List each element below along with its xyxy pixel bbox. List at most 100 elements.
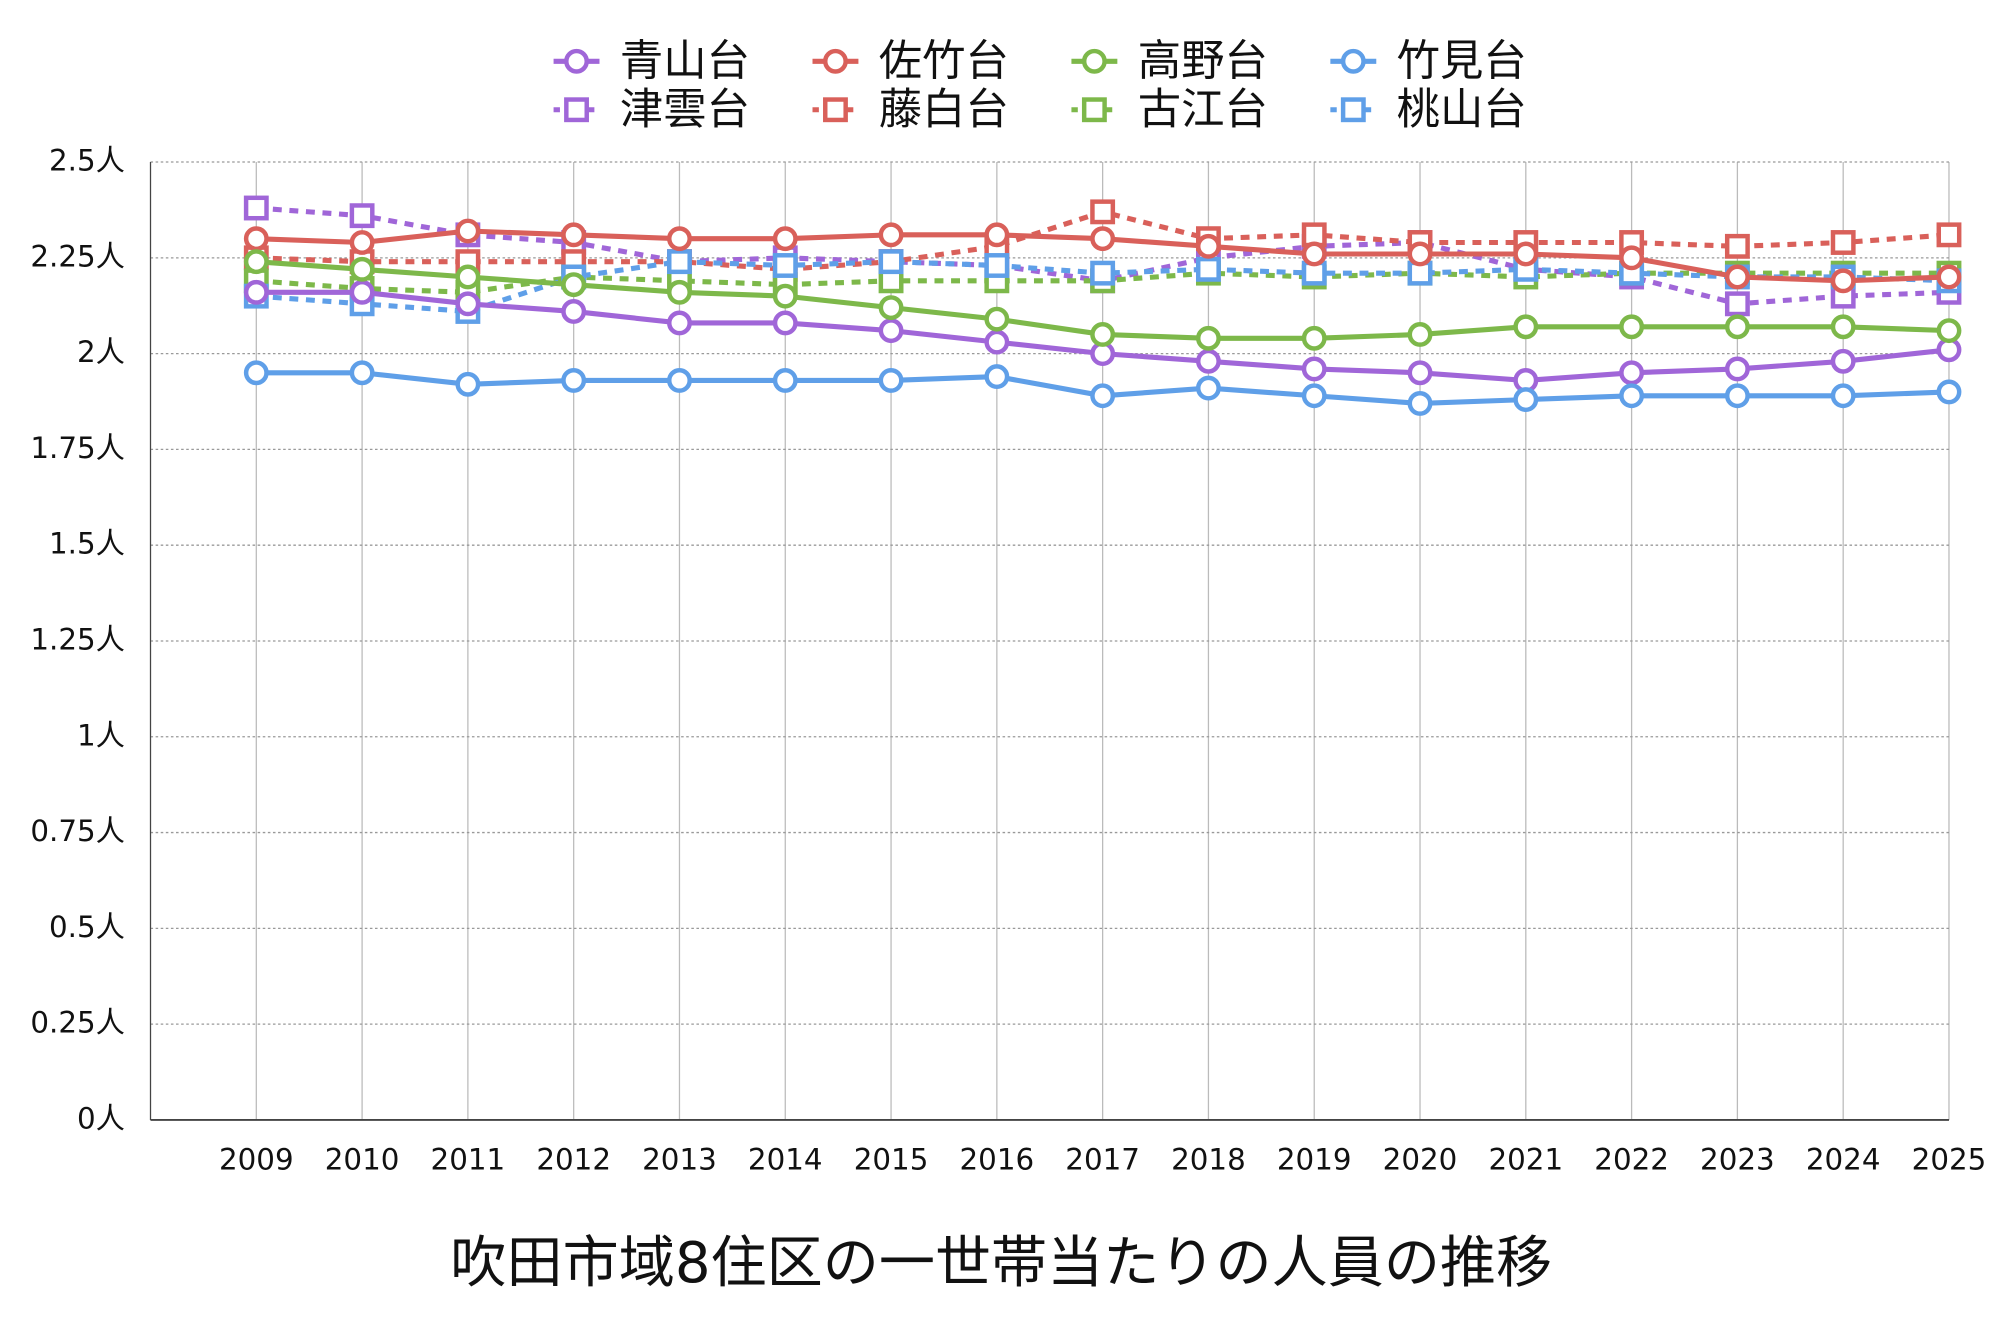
data-point: [561, 368, 587, 393]
data-point: [1619, 360, 1645, 386]
data-point: [349, 256, 375, 282]
data-point: [772, 368, 798, 393]
data-point: [984, 329, 1010, 355]
legend-label: 竹見台: [1397, 36, 1527, 86]
data-point: [455, 218, 481, 244]
data-point: [1195, 256, 1221, 282]
data-point: [243, 360, 269, 386]
legend-marker: [564, 97, 589, 123]
data-point: [1301, 356, 1327, 382]
data-point: [667, 310, 692, 336]
data-point: [1513, 314, 1539, 340]
data-point: [1090, 322, 1116, 347]
data-point: [1830, 383, 1856, 409]
data-point: [1936, 379, 1962, 405]
data-point: [1090, 260, 1116, 286]
legend-marker: [823, 97, 848, 123]
data-point: [243, 249, 269, 275]
data-point: [1301, 241, 1327, 267]
data-point: [455, 264, 481, 290]
y-tick-label: 1人: [77, 718, 125, 752]
data-point: [1936, 318, 1962, 344]
data-point: [349, 360, 375, 386]
data-point: [243, 226, 269, 252]
data-point: [878, 295, 904, 321]
legend-label: 古江台: [1138, 85, 1268, 135]
data-point: [984, 306, 1010, 332]
legend-label: 高野台: [1138, 36, 1268, 86]
legend-label: 佐竹台: [879, 36, 1009, 86]
chart-title: 吹田市域8住区の一世帯当たりの人員の推移: [450, 1231, 1552, 1296]
data-point: [1619, 245, 1645, 271]
data-point: [1407, 390, 1433, 416]
data-point: [1301, 383, 1327, 409]
y-tick-label: 2.25人: [30, 239, 125, 273]
data-point: [349, 230, 375, 255]
legend-label: 桃山台: [1397, 85, 1527, 135]
data-point: [1195, 325, 1221, 351]
data-point: [984, 222, 1010, 248]
data-point: [243, 279, 269, 305]
data-point: [878, 249, 904, 275]
data-point: [243, 195, 269, 221]
data-point: [349, 203, 375, 229]
data-point: [667, 249, 692, 275]
x-tick-label: 2014: [748, 1142, 823, 1176]
data-point: [1936, 222, 1962, 248]
data-point: [1407, 322, 1433, 347]
y-tick-label: 1.5人: [49, 527, 125, 561]
data-point: [1195, 375, 1221, 401]
data-point: [878, 368, 904, 393]
data-point: [561, 299, 587, 324]
legend-marker: [564, 48, 589, 74]
legend-marker: [1340, 48, 1366, 74]
x-tick-label: 2023: [1700, 1142, 1775, 1176]
data-point: [1619, 314, 1645, 340]
x-tick-label: 2012: [536, 1142, 611, 1176]
data-point: [878, 222, 904, 248]
data-point: [1830, 314, 1856, 340]
x-tick-label: 2020: [1383, 1142, 1458, 1176]
x-tick-label: 2015: [854, 1142, 929, 1176]
y-tick-label: 1.25人: [30, 622, 125, 656]
data-point: [349, 279, 375, 305]
data-point: [1936, 264, 1962, 290]
legend-marker: [823, 48, 848, 74]
x-tick-label: 2011: [431, 1142, 506, 1176]
data-point: [1090, 226, 1116, 252]
data-point: [1513, 241, 1539, 267]
data-point: [1407, 241, 1433, 267]
x-tick-label: 2022: [1594, 1142, 1669, 1176]
data-point: [1830, 230, 1856, 255]
x-tick-label: 2009: [219, 1142, 294, 1176]
data-point: [772, 283, 798, 309]
x-tick-label: 2017: [1065, 1142, 1140, 1176]
data-point: [667, 279, 692, 305]
y-tick-label: 0.5人: [49, 910, 125, 944]
data-point: [1513, 387, 1539, 413]
x-tick-label: 2018: [1171, 1142, 1246, 1176]
data-point: [772, 226, 798, 252]
legend-marker: [1081, 48, 1107, 74]
data-point: [984, 253, 1010, 278]
data-point: [1195, 233, 1221, 259]
data-point: [561, 222, 587, 248]
data-point: [1195, 348, 1221, 374]
data-point: [1724, 233, 1750, 259]
data-point: [667, 226, 692, 252]
legend-label: 津雲台: [620, 85, 750, 135]
y-tick-label: 1.75人: [30, 431, 125, 465]
data-point: [1407, 360, 1433, 386]
y-tick-label: 0.75人: [30, 814, 125, 848]
data-point: [772, 253, 798, 278]
data-point: [667, 368, 692, 393]
data-point: [1724, 356, 1750, 382]
data-point: [1090, 383, 1116, 409]
y-tick-label: 2人: [77, 335, 125, 369]
x-tick-label: 2019: [1277, 1142, 1352, 1176]
data-point: [455, 371, 481, 397]
data-point: [878, 318, 904, 344]
data-point: [561, 272, 587, 298]
y-tick-label: 0.25人: [30, 1006, 125, 1040]
